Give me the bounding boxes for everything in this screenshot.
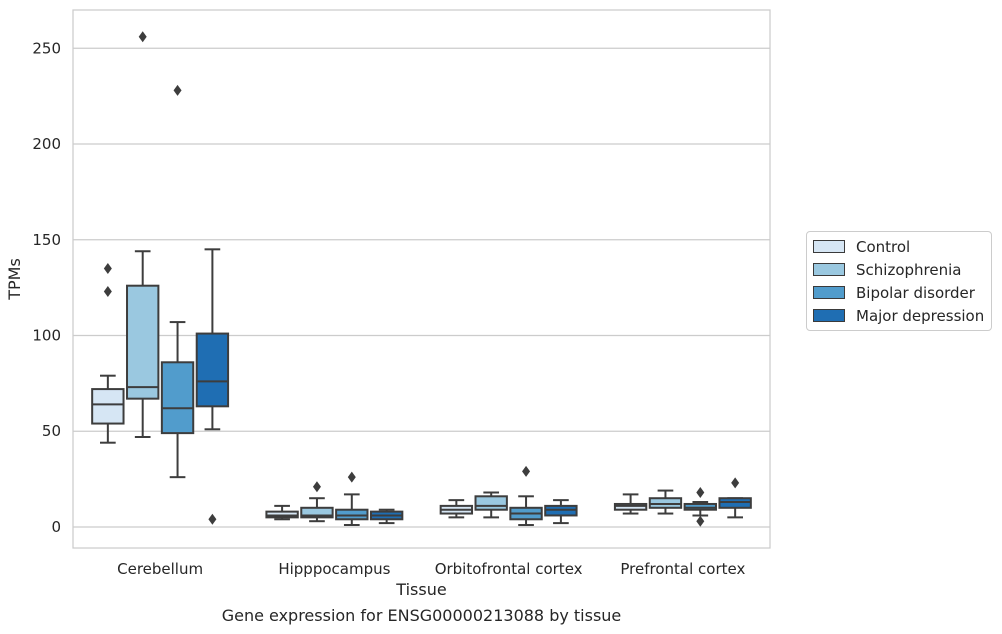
box-Hipppocampus-Control	[265, 504, 299, 521]
box-iqr	[300, 506, 334, 519]
box-Prefrontal cortex-Schizophrenia	[648, 489, 683, 515]
legend-item: Control	[813, 235, 985, 258]
box-Prefrontal cortex-Major depression	[718, 477, 752, 519]
box-iqr	[195, 332, 230, 408]
box-Cerebellum-Major depression	[195, 248, 230, 525]
legend-label: Control	[856, 237, 911, 256]
legend-label: Major depression	[856, 306, 985, 325]
outlier-point	[103, 262, 112, 274]
legend-item: Major depression	[813, 304, 985, 327]
box-Cerebellum-Schizophrenia	[126, 31, 160, 438]
y-tick-label: 100	[32, 326, 61, 344]
outlier-point	[522, 465, 531, 477]
outlier-point	[208, 513, 217, 525]
y-axis-label: TPMs	[5, 258, 24, 301]
box-Hipppocampus-Schizophrenia	[300, 481, 334, 523]
y-tick-label: 50	[42, 422, 61, 440]
box-Orbitofrontal cortex-Schizophrenia	[474, 491, 508, 519]
legend-item: Schizophrenia	[813, 258, 985, 281]
x-axis-label: Tissue	[395, 580, 446, 599]
box-Hipppocampus-Bipolar disorder	[335, 471, 369, 527]
plot-frame	[72, 9, 771, 549]
y-tick-label: 0	[51, 518, 61, 536]
boxes	[91, 31, 752, 527]
y-tick-label: 250	[32, 39, 61, 57]
box-Orbitofrontal cortex-Major depression	[544, 499, 578, 525]
legend-label: Schizophrenia	[856, 260, 962, 279]
outlier-point	[138, 31, 147, 43]
box-iqr	[91, 388, 125, 425]
box-Cerebellum-Bipolar disorder	[160, 84, 195, 479]
box-Orbitofrontal cortex-Control	[439, 499, 474, 519]
legend-swatch	[813, 286, 845, 299]
legend-swatch	[813, 309, 845, 322]
x-tick-label: Cerebellum	[117, 560, 203, 578]
box-Prefrontal cortex-Bipolar disorder	[683, 486, 717, 527]
y-tick-label: 150	[32, 231, 61, 249]
x-tick-label: Prefrontal cortex	[620, 560, 745, 578]
x-tick-label: Hipppocampus	[278, 560, 390, 578]
legend-item: Bipolar disorder	[813, 281, 985, 304]
outlier-point	[696, 515, 705, 527]
outlier-point	[696, 486, 705, 498]
legend-label: Bipolar disorder	[856, 283, 975, 302]
x-tick-label: Orbitofrontal cortex	[435, 560, 583, 578]
box-Cerebellum-Control	[91, 262, 125, 444]
legend: Control Schizophrenia Bipolar disorder Majo…	[806, 231, 992, 331]
box-iqr	[126, 284, 160, 400]
y-tick-labels: 0 50 100 150 200 250	[32, 39, 61, 536]
box-iqr	[160, 361, 195, 435]
legend-swatch	[813, 263, 845, 276]
figure-caption: Gene expression for ENSG00000213088 by t…	[221, 606, 622, 625]
box-Prefrontal cortex-Control	[613, 493, 648, 515]
outlier-point	[103, 285, 112, 297]
y-tick-label: 200	[32, 135, 61, 153]
box-iqr	[474, 495, 508, 511]
outlier-point	[312, 481, 321, 493]
legend-swatch	[813, 240, 845, 253]
box-Hipppocampus-Major depression	[369, 508, 404, 525]
outlier-point	[173, 84, 182, 96]
outlier-point	[731, 477, 740, 489]
box-Orbitofrontal cortex-Bipolar disorder	[509, 465, 543, 527]
x-tick-labels: Cerebellum Hipppocampus Orbitofrontal cort…	[117, 560, 745, 578]
outlier-point	[347, 471, 356, 483]
